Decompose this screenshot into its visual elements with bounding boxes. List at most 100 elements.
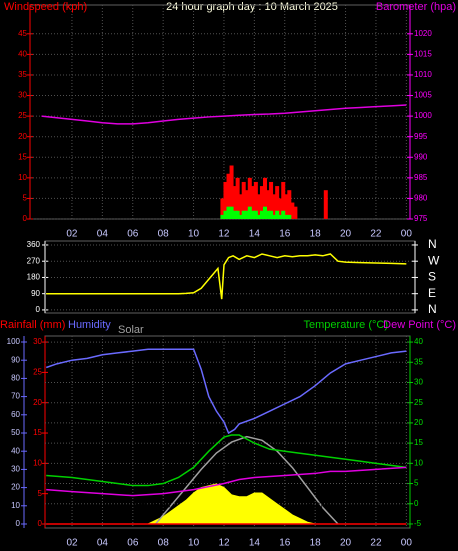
x-tick-label: 16 [279, 229, 291, 240]
y-tick-label: 360 [27, 240, 41, 249]
y-tick-label: 15 [18, 152, 27, 161]
wind-bar [262, 177, 267, 219]
y-tick-label: 60 [11, 410, 20, 419]
wind-bar [256, 214, 261, 219]
x-tick-label: 12 [218, 229, 230, 240]
y-tick-label: 1015 [414, 49, 432, 58]
x-tick-label: 18 [310, 538, 322, 549]
wind-bar [247, 206, 252, 219]
y-tick-label: 1010 [414, 70, 432, 79]
wind-bar [244, 210, 249, 219]
series-label: Temperature (°C) [304, 319, 388, 331]
y-tick-label: 5 [38, 489, 43, 498]
graph-title: 24 hour graph day : 10 March 2025 [166, 1, 338, 13]
y-tick-label: 15 [414, 438, 423, 447]
y-tick-label: 90 [11, 355, 20, 364]
y-tick-label: 20 [414, 418, 423, 427]
y-tick-label: 30 [18, 91, 27, 100]
wind-bar [275, 210, 280, 219]
y-tick-label: 10 [414, 458, 423, 467]
wind-bar [262, 206, 267, 219]
y-tick-label: 70 [11, 392, 20, 401]
x-tick-label: 14 [249, 229, 261, 240]
x-tick-label: 10 [188, 538, 200, 549]
y-tick-label: 35 [18, 70, 27, 79]
y-tick-label: 50 [11, 428, 20, 437]
y-tick-label: 20 [18, 132, 27, 141]
wind-bar [284, 214, 289, 219]
y-tick-label: 40 [414, 337, 423, 346]
y-tick-label: 90 [31, 289, 40, 298]
wind-bar [241, 181, 246, 219]
y-tick-label: 45 [18, 29, 27, 38]
wind-bar [238, 194, 243, 219]
y-tick-label: 990 [414, 152, 428, 161]
y-tick-label: 0 [36, 305, 41, 314]
wind-bar [287, 190, 292, 219]
x-tick-label: 02 [66, 538, 78, 549]
y-tick-label: N [428, 237, 437, 251]
x-tick-label: 02 [66, 229, 78, 240]
wind-bar [250, 210, 255, 219]
annotation: Sun Set [307, 499, 340, 509]
y-tick-label: 1020 [414, 29, 432, 38]
wind-bar [259, 210, 264, 219]
y-tick-label: 10 [18, 173, 27, 182]
y-tick-label: 180 [27, 273, 41, 282]
y-tick-label: 10 [33, 458, 42, 467]
series-label: Windspeed (kph) [4, 1, 87, 13]
series-label: Rainfall (mm) [0, 319, 65, 331]
y-tick-label: 5 [23, 194, 28, 203]
series-label: Dew Point (°C) [383, 319, 456, 331]
wind-bar [281, 210, 286, 219]
y-tick-label: 30 [414, 378, 423, 387]
wind-bar [232, 210, 237, 219]
wind-bar [272, 214, 277, 219]
x-tick-label: 04 [97, 229, 109, 240]
wind-bar [220, 198, 225, 219]
y-tick-label: 0 [38, 519, 43, 528]
x-tick-label: 08 [158, 538, 170, 549]
x-tick-label: 06 [127, 229, 139, 240]
y-tick-label: 1000 [414, 111, 432, 120]
wind-bar [287, 214, 292, 219]
wind-bar [272, 194, 277, 219]
x-tick-label: 14 [249, 538, 261, 549]
y-tick-label: 270 [27, 256, 41, 265]
wind-bar [284, 194, 289, 219]
wind-bar [281, 181, 286, 219]
x-tick-label: 04 [97, 538, 109, 549]
y-tick-label: W [428, 253, 440, 267]
series-line [46, 434, 407, 487]
series-label: Barometer (hpa) [376, 1, 456, 13]
wind-bar [226, 206, 231, 219]
x-tick-label: 00 [401, 229, 413, 240]
wind-bar [293, 206, 298, 219]
series-line [46, 466, 407, 497]
y-tick-label: 0 [414, 499, 419, 508]
x-tick-label: 22 [370, 538, 382, 549]
y-tick-label: 975 [414, 214, 428, 223]
x-tick-label: 22 [370, 229, 382, 240]
series-line [41, 104, 407, 125]
y-tick-label: E [428, 286, 436, 300]
wind-bar [290, 202, 295, 219]
wind-bar [253, 210, 258, 219]
wind-bar [244, 190, 249, 219]
wind-bar [229, 165, 234, 219]
y-tick-label: 5 [414, 479, 419, 488]
y-tick-label: 100 [7, 337, 21, 346]
y-tick-label: 0 [23, 214, 28, 223]
y-tick-label: -5 [414, 519, 422, 528]
y-tick-label: 20 [11, 483, 20, 492]
x-tick-label: 08 [158, 229, 170, 240]
wind-bar [223, 181, 228, 219]
y-tick-label: 40 [18, 49, 27, 58]
x-tick-label: 16 [279, 538, 291, 549]
wind-bar [278, 214, 283, 219]
wind-bar [229, 206, 234, 219]
y-tick-label: 25 [18, 111, 27, 120]
wind-bar [238, 214, 243, 219]
wind-bar [235, 177, 240, 219]
wind-bar [241, 210, 246, 219]
